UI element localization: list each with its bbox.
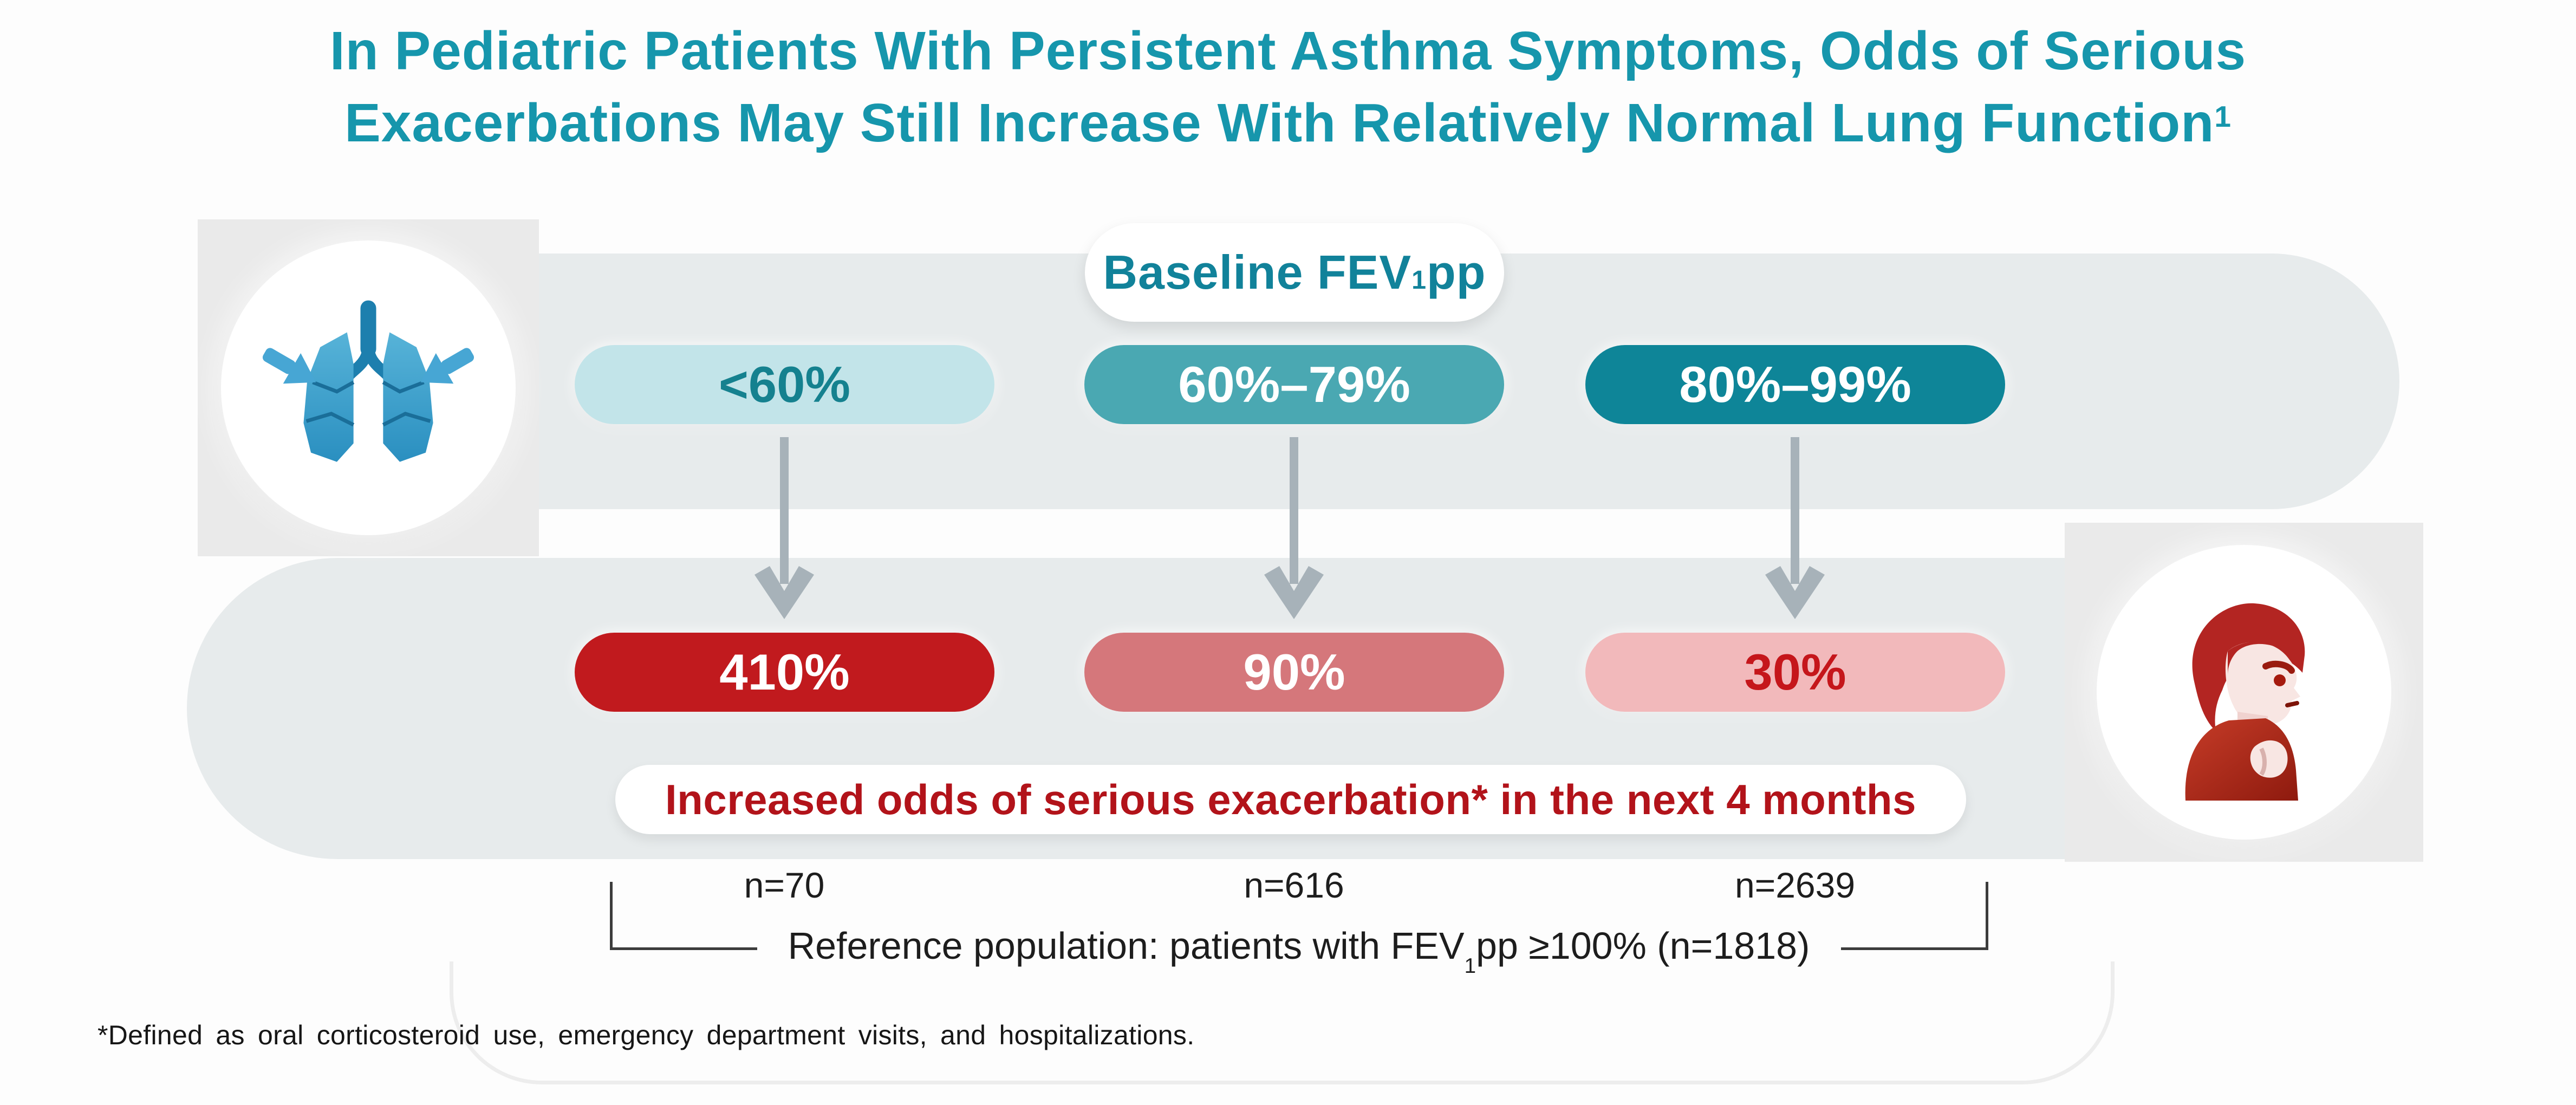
lungs-tile	[198, 219, 539, 556]
sample-size-1: n=70	[744, 865, 825, 905]
fev-range-pill-2: 60%–79%	[1084, 345, 1504, 424]
coughing-child-icon	[2185, 603, 2305, 801]
reference-subscript: 1	[1464, 954, 1476, 978]
constricted-lungs-icon	[262, 300, 474, 462]
title-line-2: Exacerbations May Still Increase With Re…	[344, 93, 2215, 153]
bracket-left-line	[610, 882, 613, 950]
odds-increase-pill-2: 90%	[1084, 633, 1504, 712]
baseline-prefix: Baseline FEV	[1103, 245, 1412, 299]
footnote: *Defined as oral corticosteroid use, eme…	[97, 1020, 1195, 1050]
down-arrow-icon-1	[754, 437, 814, 619]
page-title: In Pediatric Patients With Persistent As…	[0, 15, 2576, 159]
down-arrow-icon-2	[1264, 437, 1324, 619]
sample-size-2: n=616	[1244, 865, 1344, 905]
bracket-right-horizontal	[1841, 947, 1988, 950]
patient-tile	[2065, 523, 2423, 862]
fev-range-pill-1: <60%	[575, 345, 994, 424]
reference-suffix: pp ≥100% (n=1818)	[1476, 925, 1810, 967]
fev-range-pill-3: 80%–99%	[1585, 345, 2005, 424]
odds-caption: Increased odds of serious exacerbation* …	[615, 765, 1966, 834]
reference-population-label: Reference population: patients with FEV1…	[757, 924, 1840, 977]
reference-prefix: Reference population: patients with FEV	[788, 925, 1465, 967]
down-arrow-icon-3	[1765, 437, 1825, 619]
bracket-right-line	[1986, 882, 1988, 950]
bracket-left-horizontal	[610, 947, 757, 950]
odds-increase-pill-1: 410%	[575, 633, 994, 712]
sample-size-3: n=2639	[1734, 865, 1856, 905]
baseline-fev-label: Baseline FEV 1 pp	[1085, 223, 1504, 322]
title-line-1: In Pediatric Patients With Persistent As…	[329, 21, 2247, 81]
lungs-circle	[221, 240, 516, 535]
patient-circle	[2097, 545, 2391, 840]
odds-increase-pill-3: 30%	[1585, 633, 2005, 712]
baseline-suffix: pp	[1426, 245, 1486, 299]
title-reference-superscript: 1	[2214, 99, 2232, 133]
